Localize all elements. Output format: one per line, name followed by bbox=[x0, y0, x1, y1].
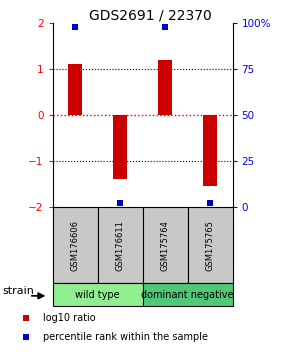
Text: strain: strain bbox=[3, 286, 35, 296]
Text: percentile rank within the sample: percentile rank within the sample bbox=[43, 332, 208, 342]
Bar bbox=[142, 283, 232, 306]
Bar bbox=[158, 60, 172, 115]
Bar bbox=[52, 207, 98, 283]
Text: GDS2691 / 22370: GDS2691 / 22370 bbox=[88, 9, 212, 23]
Text: GSM175764: GSM175764 bbox=[160, 220, 169, 270]
Bar bbox=[203, 115, 217, 187]
Bar bbox=[68, 64, 82, 115]
Bar bbox=[98, 207, 142, 283]
Text: GSM176611: GSM176611 bbox=[116, 220, 124, 270]
Bar bbox=[188, 207, 232, 283]
Text: GSM176606: GSM176606 bbox=[70, 219, 80, 271]
Text: log10 ratio: log10 ratio bbox=[43, 313, 95, 322]
Text: dominant negative: dominant negative bbox=[141, 290, 234, 300]
Bar bbox=[52, 283, 142, 306]
Bar bbox=[113, 115, 127, 179]
Text: GSM175765: GSM175765 bbox=[206, 220, 214, 270]
Bar bbox=[142, 207, 188, 283]
Text: wild type: wild type bbox=[75, 290, 120, 300]
